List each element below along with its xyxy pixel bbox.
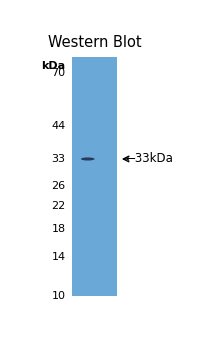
Text: 18: 18 xyxy=(51,223,65,234)
Bar xyxy=(72,57,117,296)
Text: Western Blot: Western Blot xyxy=(47,34,141,50)
Text: 44: 44 xyxy=(51,121,65,131)
Text: 33: 33 xyxy=(51,154,65,164)
Text: ←33kDa: ←33kDa xyxy=(125,152,172,165)
Text: 10: 10 xyxy=(51,291,65,301)
Text: kDa: kDa xyxy=(41,61,65,71)
Text: 14: 14 xyxy=(51,252,65,263)
Ellipse shape xyxy=(81,157,94,160)
Text: 70: 70 xyxy=(51,68,65,78)
Text: 22: 22 xyxy=(51,201,65,211)
Text: 26: 26 xyxy=(51,181,65,191)
